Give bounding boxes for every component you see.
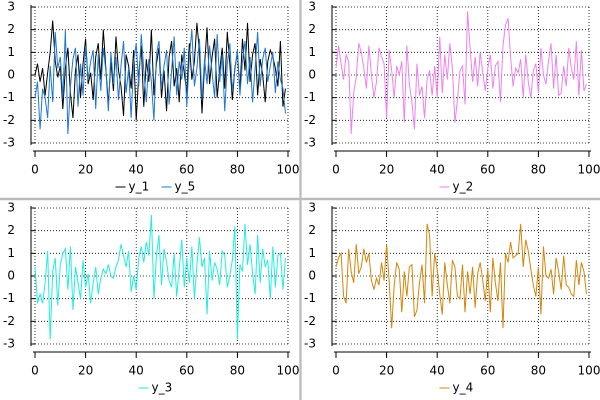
x-tick-label: 60 <box>480 163 495 177</box>
series-line <box>34 214 286 340</box>
legend-label: y_1 <box>129 180 150 194</box>
x-tick-label: 20 <box>379 163 394 177</box>
x-tick-label: 80 <box>531 364 546 378</box>
y-tick-label: -2 <box>304 113 316 127</box>
x-tick-label: 80 <box>230 163 245 177</box>
y-tick-label: 3 <box>7 0 15 14</box>
x-tick-label: 20 <box>379 364 394 378</box>
x-tick-label: 100 <box>578 364 600 378</box>
y-tick-label: 1 <box>7 45 15 59</box>
y-tick-label: -3 <box>3 136 15 150</box>
series-line <box>335 223 587 329</box>
y-tick-label: 2 <box>7 223 15 237</box>
x-tick-label: 40 <box>430 364 445 378</box>
y-tick-label: 1 <box>7 246 15 260</box>
y-tick-label: 0 <box>7 269 15 283</box>
x-tick-label: 0 <box>332 163 340 177</box>
y-tick-label: -1 <box>304 90 316 104</box>
x-tick-label: 20 <box>78 163 93 177</box>
x-tick-label: 80 <box>531 163 546 177</box>
y-tick-label: -2 <box>304 314 316 328</box>
y-tick-label: 1 <box>308 246 316 260</box>
legend-label: y_3 <box>152 381 173 395</box>
legend-label: y_2 <box>453 180 474 194</box>
x-tick-label: 60 <box>179 364 194 378</box>
x-tick-label: 100 <box>277 364 300 378</box>
panel-background <box>0 201 299 400</box>
y-tick-label: -3 <box>304 136 316 150</box>
y-tick-label: 0 <box>308 68 316 82</box>
x-tick-label: 80 <box>230 364 245 378</box>
panel-background <box>0 0 299 197</box>
y-tick-label: 2 <box>308 22 316 36</box>
y-tick-label: -2 <box>3 314 15 328</box>
legend-label: y_5 <box>175 180 196 194</box>
y-tick-label: 2 <box>7 22 15 36</box>
x-tick-label: 60 <box>480 364 495 378</box>
x-tick-label: 100 <box>578 163 600 177</box>
y-tick-label: 3 <box>308 0 316 14</box>
series-line <box>335 11 587 134</box>
x-tick-label: 40 <box>129 364 144 378</box>
y-tick-label: 0 <box>7 68 15 82</box>
panel-background <box>302 201 600 400</box>
legend-label: y_4 <box>453 381 474 395</box>
y-tick-label: 2 <box>308 223 316 237</box>
y-tick-label: -3 <box>3 337 15 351</box>
y-tick-label: -1 <box>3 90 15 104</box>
series-line <box>34 29 286 134</box>
y-tick-label: -1 <box>3 291 15 305</box>
x-tick-label: 0 <box>31 163 39 177</box>
x-tick-label: 0 <box>332 364 340 378</box>
y-tick-label: 3 <box>308 201 316 215</box>
x-tick-label: 60 <box>179 163 194 177</box>
y-tick-label: -1 <box>304 291 316 305</box>
y-tick-label: 0 <box>308 269 316 283</box>
x-tick-label: 40 <box>129 163 144 177</box>
x-tick-label: 20 <box>78 364 93 378</box>
y-tick-label: -3 <box>304 337 316 351</box>
y-tick-label: -2 <box>3 113 15 127</box>
x-tick-label: 0 <box>31 364 39 378</box>
x-tick-label: 40 <box>430 163 445 177</box>
x-tick-label: 100 <box>277 163 300 177</box>
y-tick-label: 3 <box>7 201 15 215</box>
y-tick-label: 1 <box>308 45 316 59</box>
panel-background <box>302 0 600 197</box>
